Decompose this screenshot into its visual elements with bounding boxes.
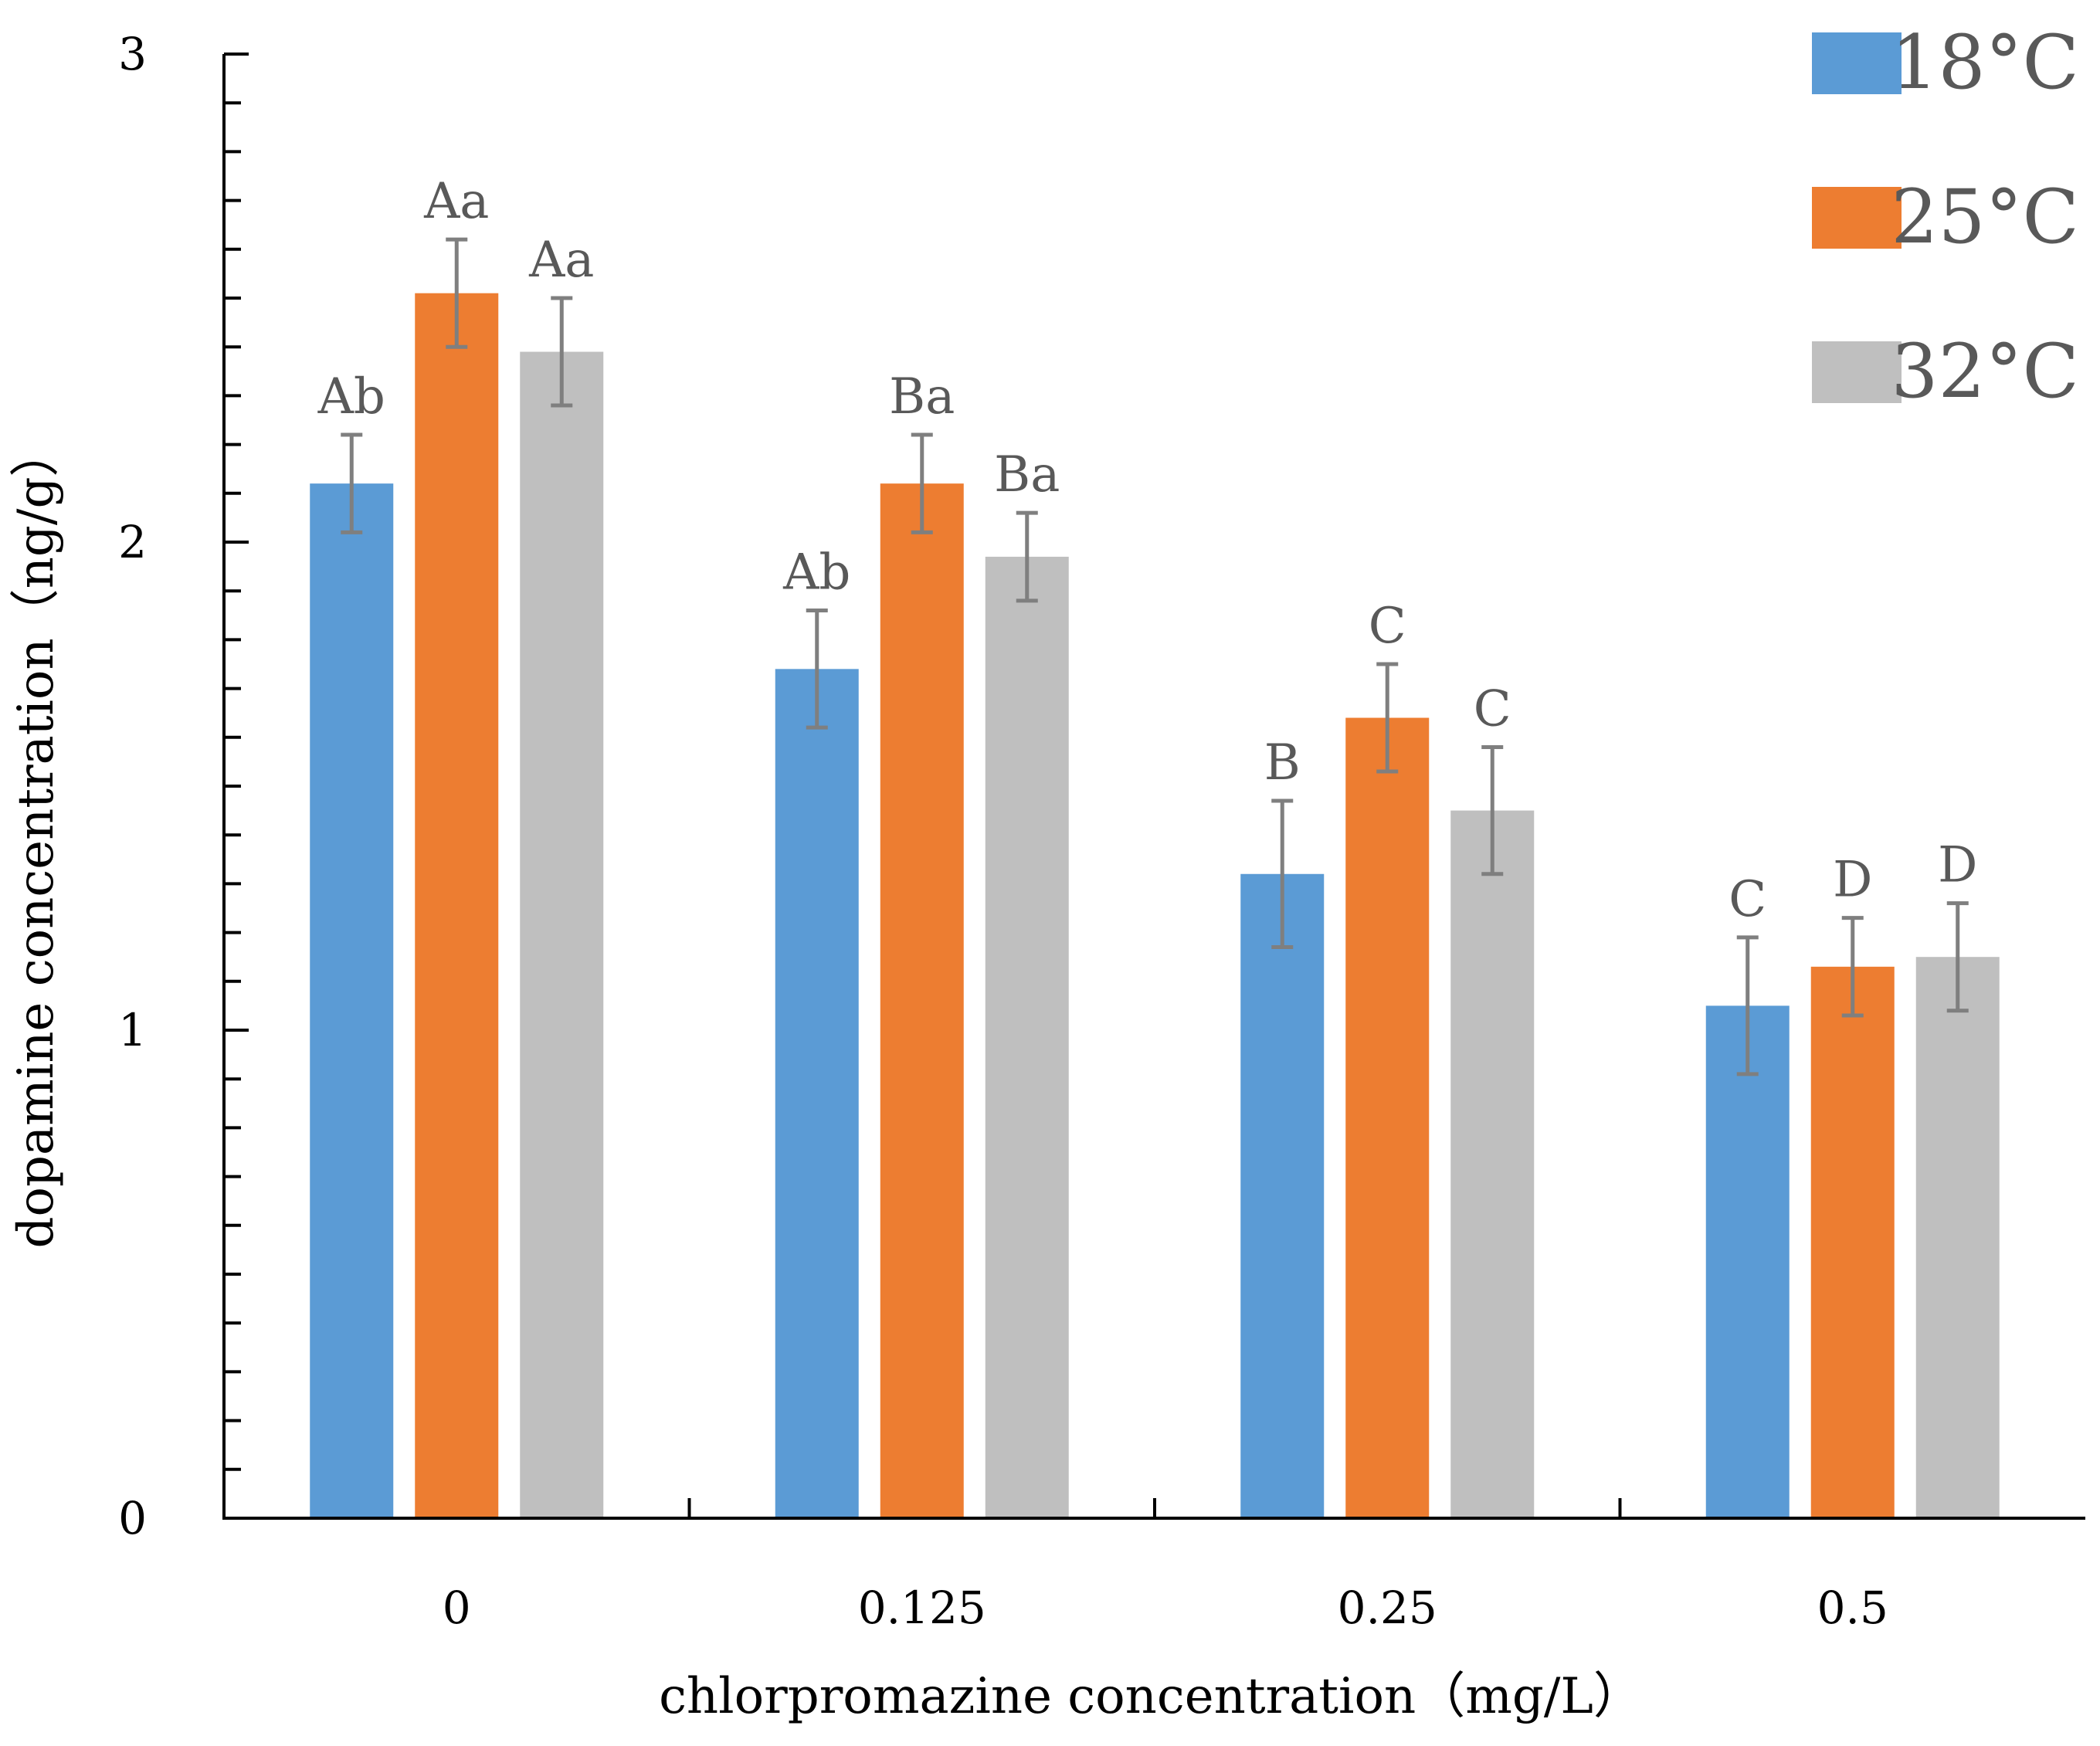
y-tick-label: 1 xyxy=(118,1004,147,1056)
bar xyxy=(985,556,1069,1519)
legend-item: 32°C xyxy=(1812,328,2079,415)
bar xyxy=(1345,717,1430,1518)
error-bar xyxy=(1376,662,1399,774)
significance-label: Aa xyxy=(423,173,489,230)
legend-swatch xyxy=(1812,341,1902,403)
significance-label: B xyxy=(1264,734,1301,792)
bar xyxy=(1240,873,1325,1518)
significance-label: Aa xyxy=(528,232,594,289)
significance-label: D xyxy=(1938,837,1977,894)
error-bar xyxy=(1946,901,1969,1013)
y-tick-label: 0 xyxy=(118,1492,147,1544)
legend-item: 25°C xyxy=(1812,174,2079,260)
y-tick-label: 2 xyxy=(118,516,147,568)
error-bar xyxy=(1841,916,1864,1018)
legend: 18°C 25°C 32°C xyxy=(1812,19,2079,415)
x-tick-label: 0.25 xyxy=(1338,1582,1437,1634)
x-axis-title: chlorpromazine concentration（mg/L） xyxy=(659,1668,1643,1725)
labels-layer: Ab Aa Aa 0 Ab Ba Ba 0.125 B C C 0.25 C D D 0.5 0 1 2 3 xyxy=(118,28,1977,1634)
error-bar xyxy=(1016,510,1038,603)
error-bar xyxy=(911,432,933,534)
legend-label: 25°C xyxy=(1891,174,2079,260)
bar xyxy=(520,351,604,1518)
significance-label: C xyxy=(1369,598,1406,655)
error-bar xyxy=(1481,744,1504,876)
axes-layer xyxy=(222,53,2085,1520)
error-bar xyxy=(446,237,468,349)
significance-label: Ab xyxy=(317,368,385,425)
x-tick-label: 0.5 xyxy=(1817,1582,1888,1634)
bar xyxy=(775,669,859,1518)
y-tick-label: 3 xyxy=(118,28,147,80)
bar xyxy=(1915,957,2000,1518)
legend-label: 18°C xyxy=(1891,19,2079,106)
bar xyxy=(310,483,394,1519)
bar xyxy=(1450,810,1535,1518)
error-bar xyxy=(806,608,828,730)
legend-item: 18°C xyxy=(1812,19,2079,106)
significance-label: D xyxy=(1833,852,1872,909)
bar xyxy=(880,483,964,1519)
legend-swatch xyxy=(1812,32,1902,94)
significance-label: C xyxy=(1729,871,1766,928)
significance-label: Ba xyxy=(889,368,955,425)
error-bar xyxy=(1271,798,1294,950)
significance-label: Ab xyxy=(782,544,850,601)
bars-layer xyxy=(310,237,2000,1519)
error-bar xyxy=(551,296,573,408)
error-bar xyxy=(341,432,363,534)
bar xyxy=(1810,966,1895,1518)
x-tick-label: 0.125 xyxy=(858,1582,986,1634)
legend-swatch xyxy=(1812,187,1902,249)
bar xyxy=(1705,1005,1790,1518)
x-tick-label: 0 xyxy=(443,1582,471,1634)
y-axis-title: dopamine concentration（ng/g） xyxy=(8,428,65,1249)
error-bar xyxy=(1736,935,1759,1076)
bar xyxy=(415,293,499,1519)
significance-label: C xyxy=(1474,680,1511,737)
significance-label: Ba xyxy=(994,446,1060,503)
legend-label: 32°C xyxy=(1891,328,2079,415)
